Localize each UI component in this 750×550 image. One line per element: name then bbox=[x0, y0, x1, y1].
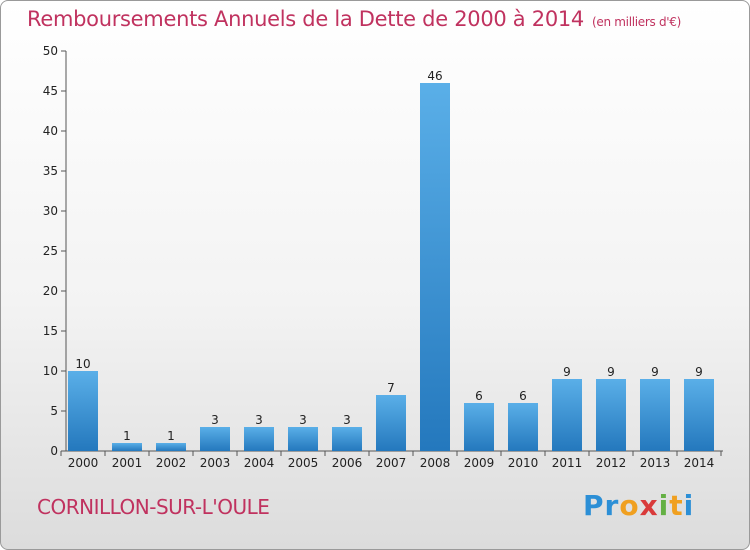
data-label: 6 bbox=[475, 389, 483, 403]
bar bbox=[156, 443, 186, 451]
data-label: 6 bbox=[519, 389, 527, 403]
bar bbox=[596, 379, 626, 451]
value-labels: 10 1 1 3 3 3 3 7 46 6 6 9 9 9 9 bbox=[75, 69, 702, 443]
data-label: 10 bbox=[75, 357, 90, 371]
y-tick-label: 15 bbox=[43, 324, 58, 338]
data-label: 9 bbox=[563, 365, 571, 379]
x-tick-label: 2007 bbox=[376, 456, 407, 470]
bar bbox=[508, 403, 538, 451]
data-label: 1 bbox=[167, 429, 175, 443]
proxiti-logo: Proxiti bbox=[583, 489, 695, 522]
bar bbox=[552, 379, 582, 451]
bar bbox=[464, 403, 494, 451]
bar bbox=[200, 427, 230, 451]
chart-title-text: Remboursements Annuels de la Dette de 20… bbox=[27, 7, 584, 31]
x-tick-label: 2009 bbox=[464, 456, 495, 470]
y-tick-label: 30 bbox=[43, 204, 58, 218]
y-tick-label: 20 bbox=[43, 284, 58, 298]
data-label: 9 bbox=[651, 365, 659, 379]
bar bbox=[244, 427, 274, 451]
x-tick-label: 2003 bbox=[200, 456, 231, 470]
y-tick-label: 40 bbox=[43, 124, 58, 138]
data-label: 46 bbox=[427, 69, 442, 83]
x-tick-label: 2012 bbox=[596, 456, 627, 470]
x-tick-label: 2000 bbox=[68, 456, 99, 470]
x-tick-label: 2014 bbox=[684, 456, 715, 470]
bar bbox=[112, 443, 142, 451]
y-tick-label: 5 bbox=[50, 404, 58, 418]
data-label: 3 bbox=[299, 413, 307, 427]
bar bbox=[332, 427, 362, 451]
data-label: 3 bbox=[255, 413, 263, 427]
bar bbox=[68, 371, 98, 451]
bar bbox=[376, 395, 406, 451]
y-tick-label: 35 bbox=[43, 164, 58, 178]
x-tick-label: 2013 bbox=[640, 456, 671, 470]
y-tick-label: 50 bbox=[43, 44, 58, 58]
bars bbox=[68, 83, 714, 451]
x-tick-label: 2005 bbox=[288, 456, 319, 470]
axes: 0 5 10 15 20 25 30 35 40 45 50 2000 2001 2002 2003 2004… bbox=[43, 44, 723, 470]
town-name: CORNILLON-SUR-L'OULE bbox=[37, 495, 270, 519]
y-tick-label: 25 bbox=[43, 244, 58, 258]
x-tick-label: 2002 bbox=[156, 456, 187, 470]
x-tick-label: 2008 bbox=[420, 456, 451, 470]
bar bbox=[640, 379, 670, 451]
y-tick-label: 0 bbox=[50, 444, 58, 458]
data-label: 3 bbox=[343, 413, 351, 427]
x-tick-label: 2010 bbox=[508, 456, 539, 470]
data-label: 9 bbox=[695, 365, 703, 379]
chart-unit: (en milliers d'€) bbox=[592, 15, 682, 29]
data-label: 9 bbox=[607, 365, 615, 379]
x-tick-label: 2006 bbox=[332, 456, 363, 470]
bar bbox=[684, 379, 714, 451]
y-tick-label: 10 bbox=[43, 364, 58, 378]
bar bbox=[420, 83, 450, 451]
chart-title: Remboursements Annuels de la Dette de 20… bbox=[27, 7, 681, 31]
x-tick-label: 2011 bbox=[552, 456, 583, 470]
data-label: 1 bbox=[123, 429, 131, 443]
data-label: 3 bbox=[211, 413, 219, 427]
bar bbox=[288, 427, 318, 451]
y-tick-label: 45 bbox=[43, 84, 58, 98]
x-tick-label: 2004 bbox=[244, 456, 275, 470]
x-tick-label: 2001 bbox=[112, 456, 143, 470]
data-label: 7 bbox=[387, 381, 395, 395]
